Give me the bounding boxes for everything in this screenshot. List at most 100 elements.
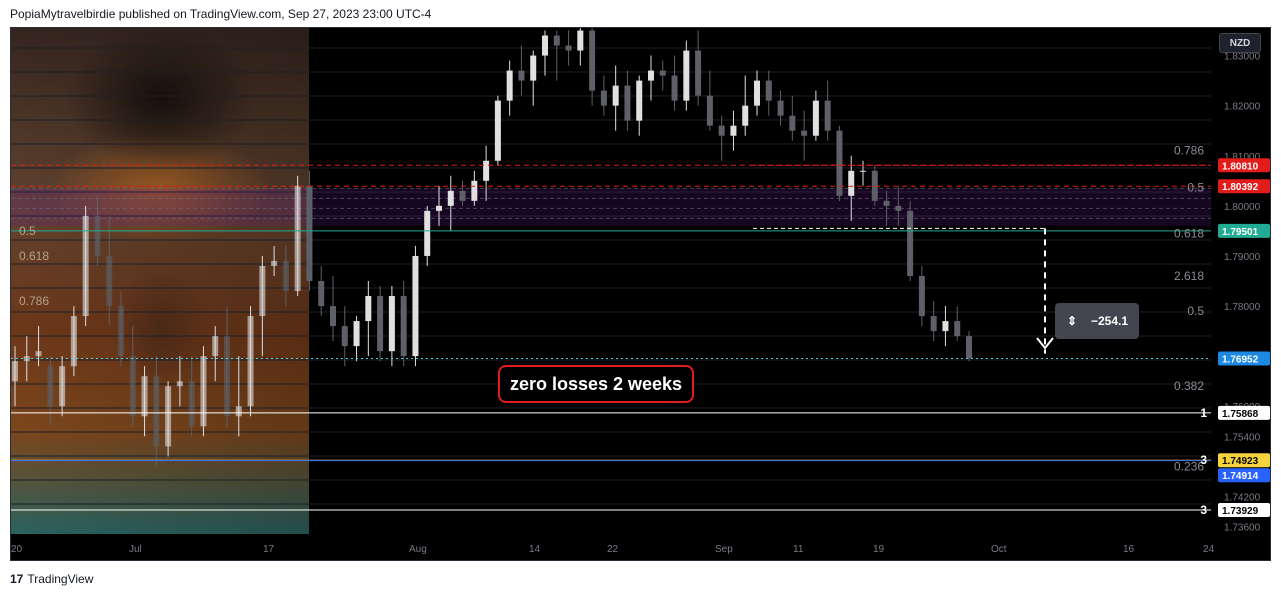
candle-body — [612, 85, 619, 106]
candle-body — [153, 376, 160, 447]
price-label: 1.76952 — [1222, 355, 1259, 366]
candle-body — [494, 100, 501, 161]
height-range-icon: ⇕ — [1067, 314, 1078, 328]
candle-body — [789, 115, 796, 131]
candle-body — [966, 336, 972, 359]
candle-body — [447, 190, 454, 206]
candle-body — [636, 80, 643, 121]
candle-body — [671, 75, 678, 101]
x-tick-label: Sep — [715, 544, 733, 555]
candle-body — [412, 255, 419, 357]
candle-body — [824, 100, 831, 131]
candle-body — [683, 50, 690, 101]
price-label: 1.74914 — [1222, 471, 1259, 482]
x-tick-label: 17 — [263, 544, 275, 555]
candle-body — [400, 296, 407, 357]
candle-body — [659, 70, 666, 76]
candle-body — [648, 70, 654, 81]
candlestick-chart[interactable]: 1.83000 1.82000 1.81000 1.80000 1.79000 1.780… — [11, 28, 1271, 561]
y-tick-label: 1.79000 — [1224, 252, 1261, 263]
candle-body — [118, 306, 124, 357]
candle-body — [530, 55, 537, 81]
candle-body — [542, 35, 548, 56]
level-marker: 3 — [1200, 453, 1207, 467]
price-label-bg — [1218, 405, 1270, 420]
x-tick-label: 14 — [529, 544, 541, 555]
candle-body — [82, 215, 89, 317]
y-tick-label: 1.78000 — [1224, 302, 1261, 313]
measure-tooltip: ⇕ −254.1 — [1055, 303, 1139, 339]
y-tick-label: 1.75400 — [1224, 432, 1261, 443]
candle-body — [141, 376, 148, 417]
candle-body — [954, 321, 961, 337]
price-label-bg — [1218, 503, 1270, 518]
y-tick-label: 1.81000 — [1224, 152, 1261, 163]
candle-body — [518, 70, 525, 81]
candle-body — [754, 80, 760, 106]
publish-info: PopiaMytravelbirdie published on Trading… — [10, 7, 432, 21]
candle-body — [35, 351, 42, 357]
candle-body — [318, 281, 325, 307]
candle-body — [765, 80, 772, 101]
candle-body — [388, 296, 395, 352]
photo-fib-label: 0.786 — [19, 294, 49, 308]
fib-label: 0.5 — [1187, 180, 1204, 194]
price-label-bg — [1218, 453, 1270, 468]
price-label: 1.80810 — [1222, 161, 1259, 172]
x-tick-label: 11 — [793, 544, 804, 555]
fib-label: 0.786 — [1174, 144, 1204, 158]
measure-value: −254.1 — [1091, 314, 1129, 328]
y-tick-label: 1.82000 — [1224, 102, 1261, 113]
fib-label: 0.236 — [1174, 459, 1204, 473]
candle-body — [836, 130, 843, 196]
tradingview-logo-icon: 17 — [10, 572, 24, 586]
fib-label: 0.382 — [1174, 379, 1204, 393]
photo-fib-label: 0.5 — [19, 224, 36, 238]
candle-body — [942, 321, 949, 332]
fib-label: 0.5 — [1187, 304, 1204, 318]
candle-body — [718, 125, 725, 136]
fib-label: 2.618 — [1174, 269, 1204, 283]
candle-body — [695, 50, 702, 96]
price-label: 1.79501 — [1222, 227, 1259, 238]
candle-body — [895, 205, 902, 211]
candle-body — [471, 180, 478, 201]
candle-body — [553, 35, 560, 46]
candle-body — [165, 386, 172, 447]
price-label: 1.74923 — [1222, 456, 1259, 467]
candle-body — [176, 381, 183, 387]
candle-body — [860, 170, 866, 172]
price-label-bg — [1218, 223, 1270, 238]
candle-body — [224, 336, 230, 417]
currency-button[interactable]: NZD — [1219, 33, 1261, 53]
candle-body — [235, 406, 242, 417]
candle-body — [436, 205, 442, 211]
candle-body — [306, 185, 313, 281]
chart-pane[interactable]: 1.83000 1.82000 1.81000 1.80000 1.79000 1.780… — [10, 27, 1271, 561]
price-label-bg — [1218, 351, 1270, 366]
candle-body — [330, 306, 336, 327]
price-label-bg — [1218, 179, 1270, 194]
annotation-label[interactable]: zero losses 2 weeks — [498, 365, 694, 403]
candle-body — [94, 215, 101, 256]
candle-body — [589, 30, 596, 91]
candle-body — [353, 321, 360, 347]
footer-brand[interactable]: 17 TradingView — [10, 572, 93, 586]
candle-body — [506, 70, 513, 101]
y-tick-label: 1.74200 — [1224, 492, 1261, 503]
candle-body — [294, 185, 301, 292]
candle-body — [742, 105, 749, 126]
fib-label: 0.618 — [1174, 226, 1204, 240]
candle-body — [565, 45, 572, 51]
candle-body — [801, 130, 808, 136]
candle-body — [247, 316, 254, 407]
candle-body — [918, 275, 925, 317]
measure-arrowhead — [1036, 337, 1054, 350]
candle-body — [424, 210, 431, 256]
candle-body — [812, 100, 819, 136]
candle-body — [47, 366, 54, 407]
candle-body — [883, 200, 890, 206]
x-tick-label: 16 — [1123, 544, 1135, 555]
candle-body — [777, 100, 784, 116]
candle-body — [600, 90, 607, 106]
